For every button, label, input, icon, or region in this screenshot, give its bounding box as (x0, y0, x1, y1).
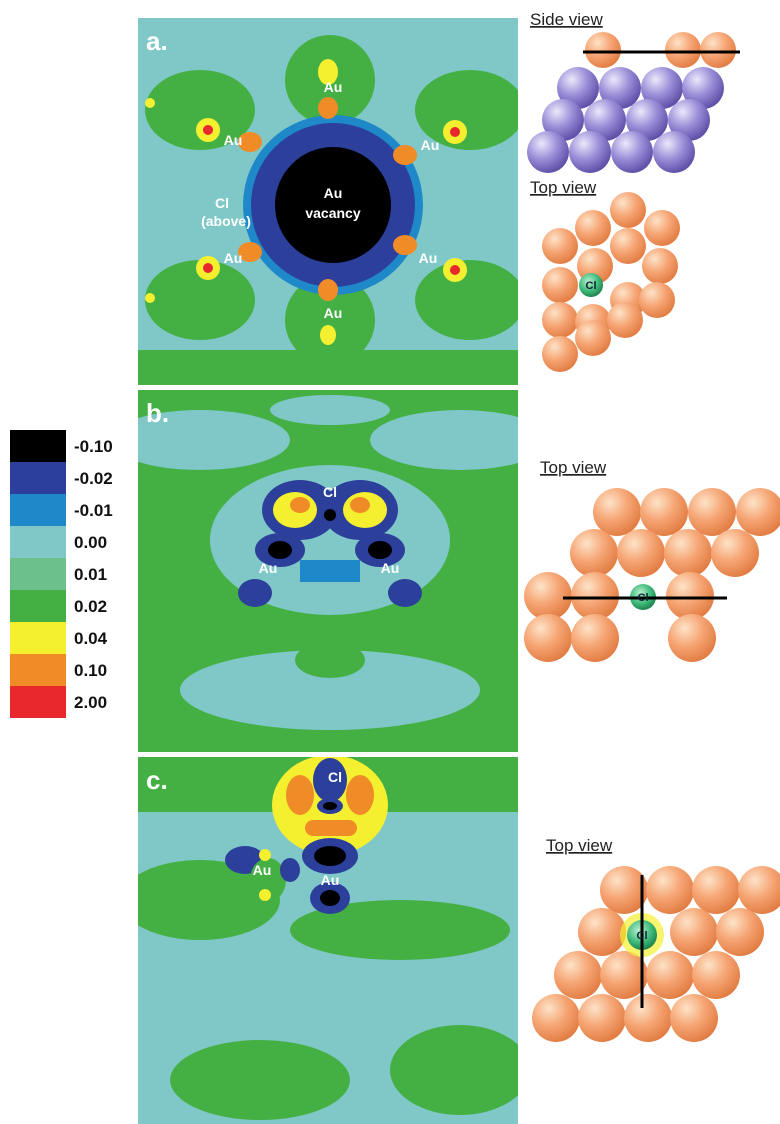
figure: a. Au Au Au Cl (above) Au Au Au Au vacan… (0, 0, 780, 1124)
legend-swatch (10, 430, 66, 462)
annotation: Au (419, 250, 438, 266)
atom (585, 32, 621, 68)
atom (738, 866, 780, 914)
annotation: Cl (215, 195, 229, 211)
atom (542, 228, 578, 264)
atom (653, 131, 695, 173)
legend-label: 0.02 (74, 597, 107, 616)
contour-map-c (120, 755, 530, 1124)
atom (542, 302, 578, 338)
legend-label: -0.01 (74, 501, 113, 520)
atom (578, 994, 626, 1042)
atom (646, 951, 694, 999)
atom (554, 951, 602, 999)
contour-map-b (110, 390, 550, 752)
atom (611, 131, 653, 173)
legend-swatch (10, 462, 66, 494)
legend-swatch (10, 622, 66, 654)
atom (610, 192, 646, 228)
atom (524, 614, 572, 662)
atom (646, 866, 694, 914)
legend-swatch (10, 686, 66, 718)
atom (668, 614, 716, 662)
atom-label: Cl (637, 930, 648, 942)
atom (711, 529, 759, 577)
annotation: Au (224, 250, 243, 266)
legend-swatch (10, 526, 66, 558)
annotation: Au (321, 872, 340, 888)
atom-label: Cl (638, 592, 649, 604)
legend-label: 0.00 (74, 533, 107, 552)
annotation: Au (324, 185, 343, 201)
atom (617, 529, 665, 577)
atom (569, 131, 611, 173)
annotation: Au (421, 137, 440, 153)
annotation: Cl (328, 769, 342, 785)
atom (610, 228, 646, 264)
atom (578, 908, 626, 956)
annotation: Au (253, 862, 272, 878)
atom (670, 908, 718, 956)
atom (542, 336, 578, 372)
legend-label: -0.10 (74, 437, 113, 456)
annotation: vacancy (305, 205, 360, 221)
atom (736, 488, 780, 536)
legend-label: 0.04 (74, 629, 108, 648)
legend-label: 0.01 (74, 565, 107, 584)
annotation: (above) (201, 213, 251, 229)
legend-swatch (10, 494, 66, 526)
view-caption: Side view (530, 10, 603, 29)
panel-label: a. (146, 26, 168, 56)
annotation: Au (224, 132, 243, 148)
annotation: Cl (323, 484, 337, 500)
atom (700, 32, 736, 68)
legend-label: 2.00 (74, 693, 107, 712)
atom (640, 488, 688, 536)
view-caption: Top view (540, 458, 607, 477)
annotation: Au (324, 79, 343, 95)
annotation: Au (381, 560, 400, 576)
atom (527, 131, 569, 173)
atom (666, 572, 714, 620)
legend-label: 0.10 (74, 661, 107, 680)
atom (644, 210, 680, 246)
atom (664, 529, 712, 577)
legend-label: -0.02 (74, 469, 113, 488)
atom-label: Cl (586, 280, 597, 292)
atom (593, 488, 641, 536)
legend-swatch (10, 558, 66, 590)
atom (571, 614, 619, 662)
atom (570, 529, 618, 577)
view-caption: Top view (546, 836, 613, 855)
atom (692, 866, 740, 914)
atom (575, 320, 611, 356)
atom (688, 488, 736, 536)
contour-map-a (138, 18, 525, 385)
atom (716, 908, 764, 956)
atom (642, 248, 678, 284)
atom (524, 572, 572, 620)
atom (532, 994, 580, 1042)
annotation: Au (324, 305, 343, 321)
atom (571, 572, 619, 620)
atom (542, 267, 578, 303)
panel-label: c. (146, 765, 168, 795)
atom (575, 210, 611, 246)
panel-label: b. (146, 398, 169, 428)
legend-swatch (10, 654, 66, 686)
legend-swatch (10, 590, 66, 622)
annotation: Au (259, 560, 278, 576)
view-caption: Top view (530, 178, 597, 197)
atom (607, 302, 643, 338)
legend: -0.10 -0.02 -0.01 0.00 0.01 0.02 0.04 0.10 2.00 (10, 430, 113, 718)
atom (624, 994, 672, 1042)
atom (639, 282, 675, 318)
atom (692, 951, 740, 999)
atom (665, 32, 701, 68)
atom (670, 994, 718, 1042)
